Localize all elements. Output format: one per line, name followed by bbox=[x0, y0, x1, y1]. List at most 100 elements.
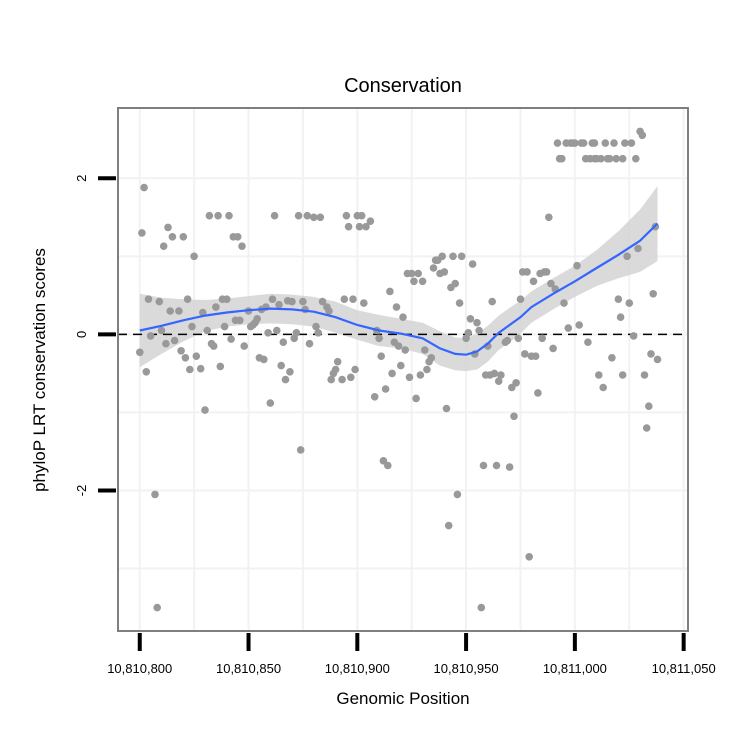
data-point bbox=[516, 295, 525, 304]
data-point bbox=[281, 375, 290, 384]
data-point bbox=[181, 354, 190, 362]
data-point bbox=[510, 412, 518, 421]
data-point bbox=[444, 521, 453, 530]
data-point bbox=[316, 213, 325, 222]
data-point bbox=[347, 373, 355, 382]
x-axis-label: Genomic Position bbox=[336, 689, 469, 708]
grid-lines bbox=[118, 108, 688, 631]
data-point bbox=[375, 334, 383, 343]
data-point bbox=[457, 252, 466, 261]
data-point bbox=[410, 277, 418, 286]
data-point bbox=[399, 313, 407, 322]
data-point bbox=[558, 154, 566, 163]
data-point bbox=[205, 211, 214, 220]
y-tick-label: 2 bbox=[74, 175, 89, 182]
data-point bbox=[575, 321, 583, 329]
data-point bbox=[312, 322, 320, 331]
data-point bbox=[357, 211, 366, 220]
data-point bbox=[183, 295, 192, 304]
data-point bbox=[571, 139, 579, 147]
data-point bbox=[394, 342, 403, 350]
data-point bbox=[377, 352, 386, 361]
data-point bbox=[595, 371, 603, 379]
data-point bbox=[386, 287, 394, 296]
data-point bbox=[468, 260, 477, 268]
data-point bbox=[466, 315, 475, 323]
data-point bbox=[203, 326, 211, 335]
data-point bbox=[531, 352, 540, 361]
data-point bbox=[473, 318, 481, 327]
data-point bbox=[392, 303, 401, 311]
data-point bbox=[642, 424, 651, 432]
data-point bbox=[529, 277, 538, 286]
data-point bbox=[542, 268, 551, 276]
data-point bbox=[492, 461, 501, 470]
confidence-band bbox=[139, 186, 658, 372]
data-point bbox=[525, 553, 533, 561]
x-tick-label: 10,810,850 bbox=[216, 661, 281, 676]
data-point bbox=[351, 365, 359, 374]
data-point bbox=[155, 297, 164, 306]
data-point bbox=[475, 326, 483, 335]
data-point bbox=[645, 402, 653, 411]
x-tick-label: 10,811,050 bbox=[652, 661, 716, 676]
y-axis: -2 0 2 bbox=[74, 175, 116, 496]
data-point bbox=[186, 365, 194, 374]
loess-curve bbox=[139, 222, 659, 356]
data-point bbox=[451, 279, 460, 288]
data-point bbox=[175, 307, 183, 315]
data-point bbox=[338, 375, 346, 384]
data-point bbox=[201, 406, 209, 414]
data-point bbox=[560, 299, 568, 307]
chart-title: Conservation bbox=[344, 75, 462, 97]
data-point bbox=[647, 350, 655, 358]
data-point bbox=[240, 342, 248, 350]
data-point bbox=[220, 322, 229, 331]
data-point bbox=[597, 154, 605, 163]
data-point bbox=[629, 332, 638, 340]
data-point bbox=[209, 342, 218, 350]
data-point bbox=[277, 361, 286, 370]
data-point bbox=[157, 326, 166, 335]
data-point bbox=[199, 308, 207, 317]
data-point bbox=[505, 463, 514, 471]
data-point bbox=[573, 261, 581, 270]
data-point bbox=[305, 339, 314, 348]
data-point bbox=[538, 334, 546, 343]
data-point bbox=[423, 365, 431, 374]
data-point bbox=[153, 603, 161, 612]
data-point bbox=[488, 297, 497, 306]
data-point bbox=[342, 211, 351, 220]
data-point bbox=[279, 338, 288, 347]
data-point bbox=[362, 222, 370, 231]
data-point bbox=[549, 344, 557, 353]
data-point bbox=[164, 223, 172, 232]
data-point bbox=[349, 295, 357, 304]
data-point bbox=[416, 371, 425, 379]
data-point bbox=[464, 329, 473, 337]
data-point bbox=[310, 213, 318, 222]
data-point bbox=[327, 375, 336, 384]
data-point bbox=[318, 297, 327, 306]
data-point bbox=[192, 352, 201, 361]
data-point bbox=[634, 244, 642, 253]
data-point bbox=[179, 233, 188, 241]
data-point bbox=[264, 329, 272, 337]
data-point bbox=[605, 154, 614, 163]
data-point bbox=[621, 139, 629, 147]
data-point bbox=[325, 307, 333, 315]
data-point bbox=[579, 139, 588, 147]
data-point bbox=[477, 603, 486, 612]
data-point bbox=[136, 348, 144, 357]
y-tick-label: 0 bbox=[74, 331, 89, 338]
data-point bbox=[292, 329, 301, 337]
data-point bbox=[545, 213, 553, 222]
plot-background bbox=[118, 108, 688, 631]
data-point bbox=[303, 211, 312, 220]
data-point bbox=[407, 269, 416, 278]
data-point bbox=[288, 297, 296, 306]
data-point bbox=[440, 268, 449, 276]
data-point bbox=[314, 329, 323, 337]
data-point bbox=[618, 371, 627, 379]
